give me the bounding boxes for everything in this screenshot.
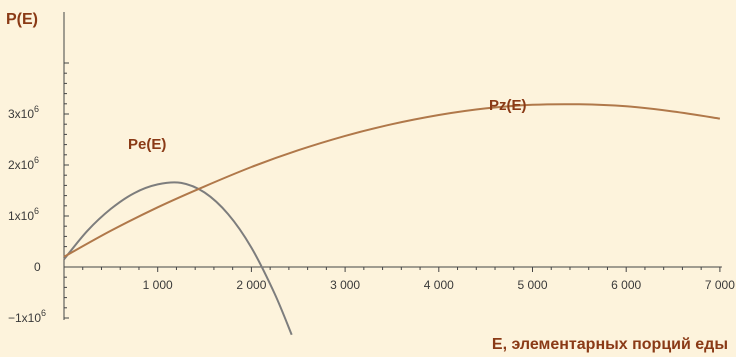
y-tick-label: 1x106 — [8, 206, 39, 223]
y-tick-exponent: 6 — [34, 206, 39, 216]
x-tick-label: 2 000 — [236, 278, 266, 292]
x-tick-label: 6 000 — [611, 278, 641, 292]
y-tick-exponent: 6 — [34, 155, 39, 165]
y-tick-base: 1x10 — [8, 209, 34, 223]
y-tick-base: 3x10 — [8, 107, 34, 121]
y-tick-base: −1x10 — [8, 311, 41, 325]
x-axis-title: E, элементарных порций еды — [492, 336, 728, 353]
y-tick-exponent: 6 — [34, 104, 39, 114]
x-tick-label: 5 000 — [517, 278, 547, 292]
x-tick-label: 4 000 — [424, 278, 454, 292]
y-axis-title: P(E) — [6, 11, 38, 28]
y-tick-label: 2x106 — [8, 155, 39, 172]
pz-series-line — [63, 103, 721, 258]
y-tick-label: 0 — [34, 260, 41, 274]
y-tick-exponent: 6 — [41, 308, 46, 318]
tick-labels: 1 000 2 000 3 000 4 000 5 000 6 000 7 000 −1x10… — [8, 104, 735, 325]
x-tick-label: 3 000 — [330, 278, 360, 292]
pz-series-label: Pz(E) — [489, 97, 527, 114]
x-tick-label: 1 000 — [143, 278, 173, 292]
y-tick-label: −1x106 — [8, 308, 46, 325]
y-tick-base: 2x10 — [8, 158, 34, 172]
y-tick-label: 3x106 — [8, 104, 39, 121]
x-tick-label: 7 000 — [705, 278, 735, 292]
pe-series-line — [63, 181, 293, 336]
pe-series-label: Pe(E) — [128, 136, 166, 153]
